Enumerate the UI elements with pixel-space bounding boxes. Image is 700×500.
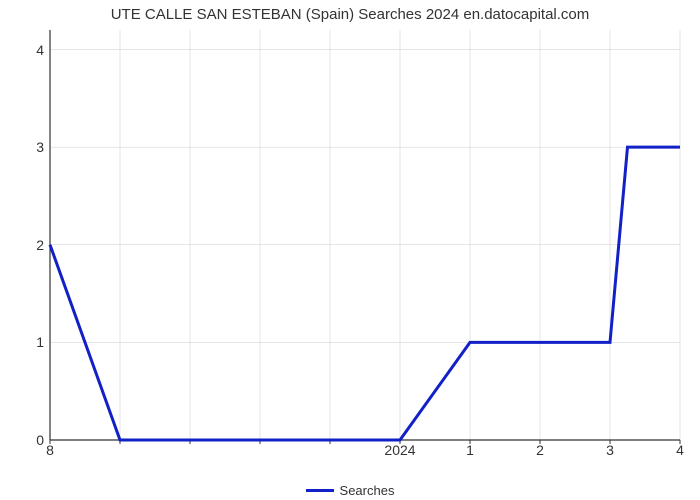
y-tick-label: 1 xyxy=(4,334,44,350)
chart-svg xyxy=(50,30,680,440)
x-tick-label: 3 xyxy=(606,442,614,458)
y-tick-label: 4 xyxy=(4,42,44,58)
y-tick-label: 3 xyxy=(4,139,44,155)
x-tick-label: 2024 xyxy=(384,442,415,458)
x-tick-label: 8 xyxy=(46,442,54,458)
y-tick-label: 2 xyxy=(4,237,44,253)
x-tick-label: 4 xyxy=(676,442,684,458)
legend-swatch xyxy=(306,489,334,492)
legend-label: Searches xyxy=(340,483,395,498)
chart-title: UTE CALLE SAN ESTEBAN (Spain) Searches 2… xyxy=(0,6,700,23)
x-tick-label: 2 xyxy=(536,442,544,458)
x-tick-label: 1 xyxy=(466,442,474,458)
plot-area xyxy=(50,30,680,440)
y-tick-label: 0 xyxy=(4,432,44,448)
legend: Searches xyxy=(0,482,700,498)
chart-container: UTE CALLE SAN ESTEBAN (Spain) Searches 2… xyxy=(0,0,700,500)
